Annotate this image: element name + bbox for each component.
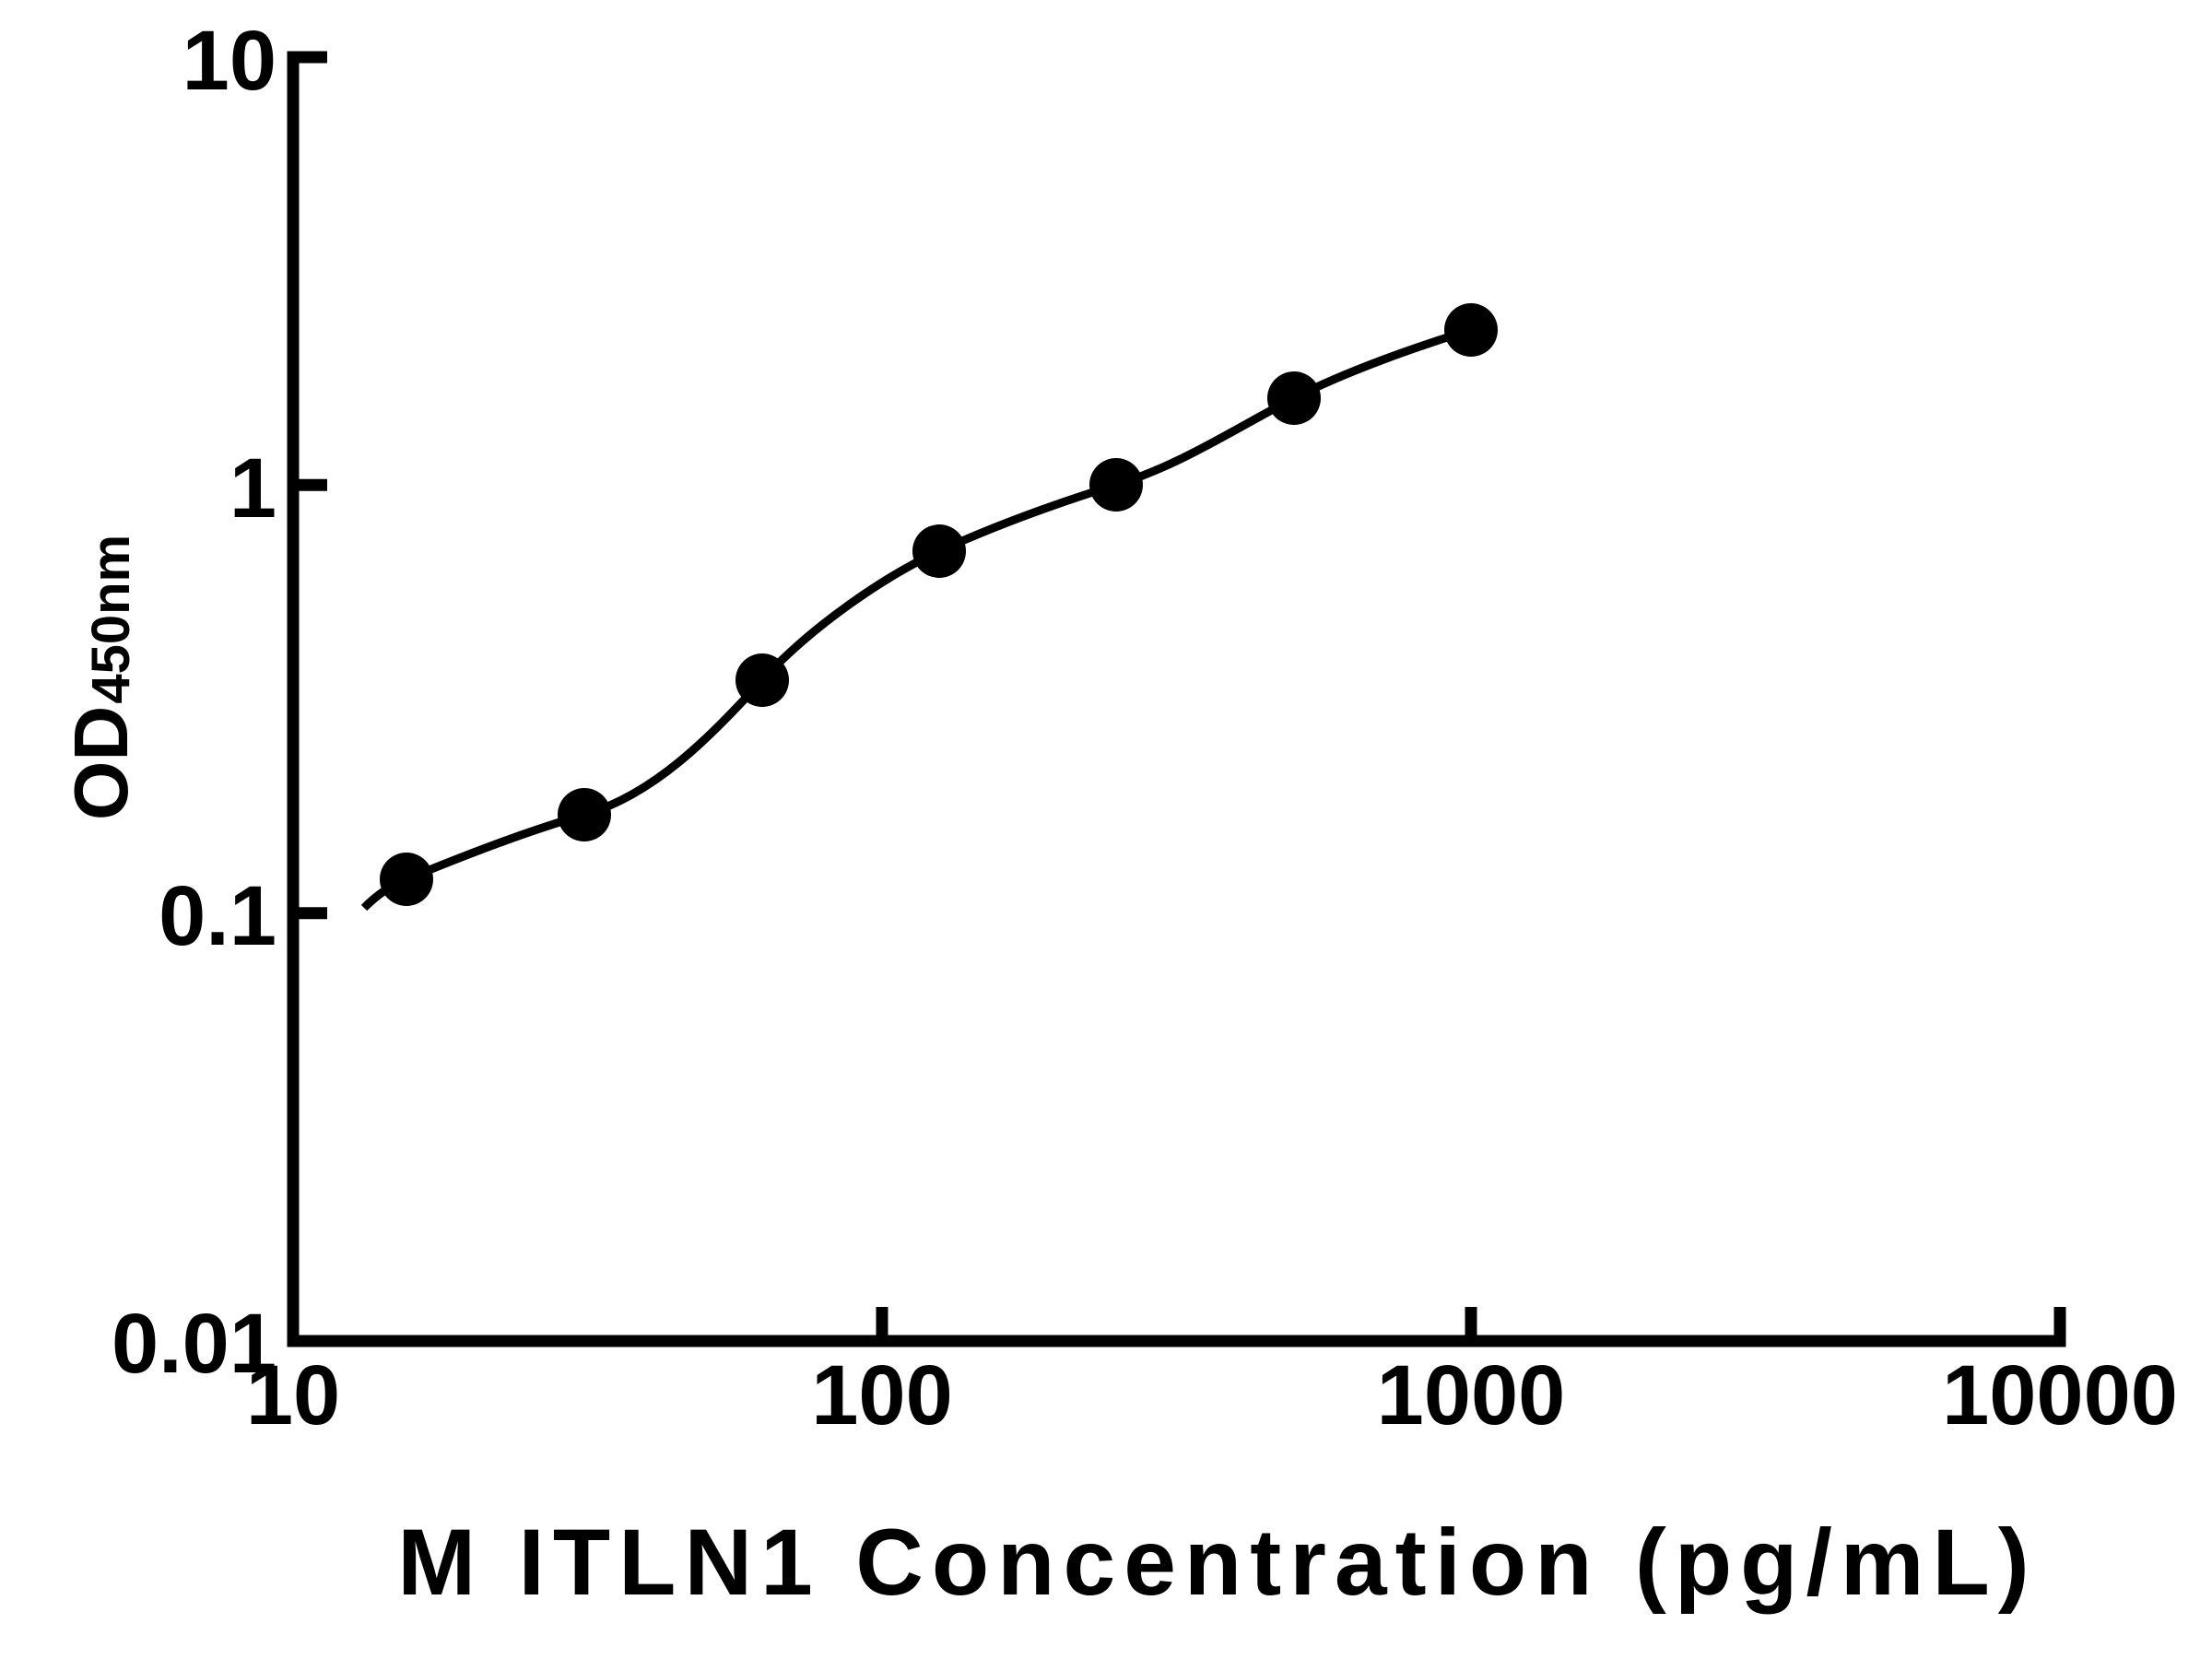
- svg-text:10000: 10000: [1942, 1348, 2178, 1442]
- svg-text:1000: 1000: [1377, 1348, 1566, 1442]
- svg-text:M ITLN1 Concentration (pg/mL): M ITLN1 Concentration (pg/mL): [397, 1510, 2038, 1615]
- svg-text:1: 1: [229, 441, 276, 535]
- svg-text:100: 100: [811, 1348, 953, 1442]
- svg-text:OD450nm: OD450nm: [58, 535, 144, 820]
- svg-text:10: 10: [246, 1348, 340, 1442]
- svg-text:10: 10: [182, 14, 276, 108]
- svg-text:0.1: 0.1: [159, 869, 276, 963]
